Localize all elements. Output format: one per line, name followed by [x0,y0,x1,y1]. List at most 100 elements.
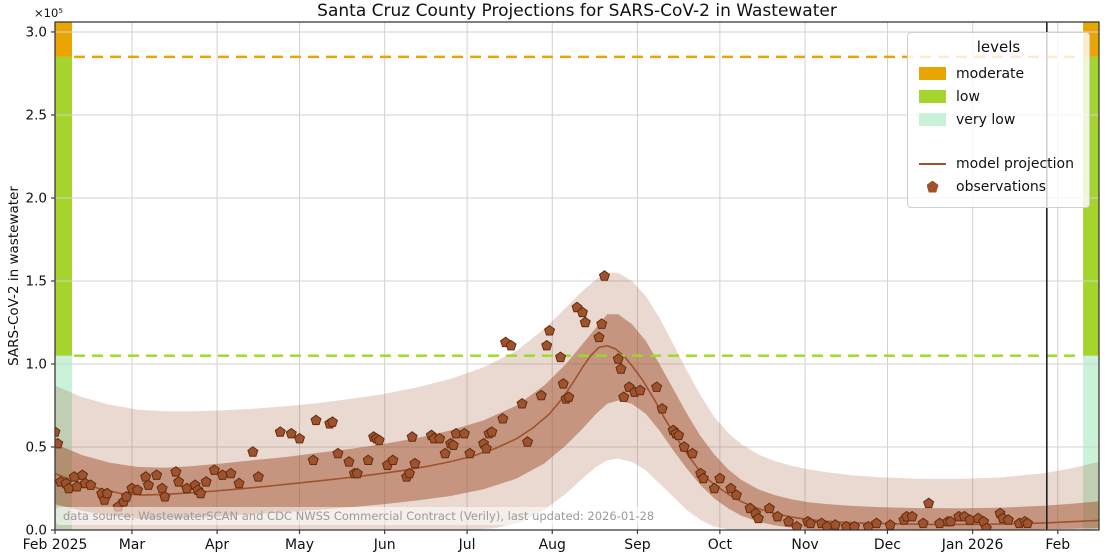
x-tick-label: May [285,537,314,553]
x-tick-label: Apr [205,537,229,553]
x-tick-label: Oct [708,537,733,553]
model-line-swatch-icon [919,162,946,165]
observation-point [730,489,742,500]
legend-item-model-projection: model projection [908,152,1089,175]
x-tick-label: Feb [1045,537,1070,553]
x-tick-label: Dec [874,537,901,553]
y-axis-ticks: 0.0 0.5 1.0 1.5 2.0 2.5 3.0 [26,24,55,539]
observation-point [120,490,132,502]
observation-point [917,517,929,529]
threshold-lines [74,55,1082,357]
observation-point [480,442,492,454]
observation-point [557,378,569,389]
observation-point [409,457,421,469]
legend-item-moderate: moderate [908,62,1089,85]
model-projection-line [55,344,1099,526]
observation-point [332,447,344,459]
observation-point [576,306,588,318]
axes-frame [54,21,1100,531]
observation-point [464,447,476,459]
observation-point [101,487,113,499]
observation-point [200,476,212,487]
observation-point [486,426,498,437]
observation-point [522,436,534,447]
observation-point [725,482,737,494]
observation-point [772,510,784,522]
observation-point [612,353,624,364]
legend: levels moderate low very low model proje… [907,32,1090,208]
observation-point [142,479,154,490]
observation-point [906,510,918,522]
observation-point [447,439,459,450]
observation-point [362,454,374,465]
observation-point [805,517,817,529]
observation-point [593,331,605,343]
observation-point [829,519,841,530]
observation-point [497,412,509,424]
observation-point [563,391,575,402]
x-tick-label: Feb 2025 [23,537,88,553]
uncertainty-bands [55,272,1099,530]
legend-item-very-low: very low [908,108,1089,131]
observation-point [598,270,610,281]
observation-point [247,446,259,457]
legend-title: levels [976,38,1021,56]
figure-title: Santa Cruz County Projections for SARS-C… [317,1,837,21]
observation-point [615,363,627,374]
observation-point [439,447,451,459]
observation-point [1002,514,1014,525]
observation-point [326,416,338,427]
observation-point [535,389,547,401]
observation-marker-swatch-icon [919,180,946,193]
observation-point [434,432,446,444]
observation-point [555,351,567,363]
inner-uncertainty-band [55,314,1099,530]
moderate-level-swatch-icon [919,67,946,80]
observation-point [140,471,152,482]
observation-point [131,484,143,495]
legend-item-very-low-label: very low [956,111,1016,128]
observation-point [870,517,882,529]
observation-point [651,381,663,392]
observation-point [678,441,690,452]
observation-point [516,397,528,409]
observation-point [294,432,306,444]
plot-frame [54,21,1100,531]
observation-point [170,466,182,477]
observation-point [274,426,286,437]
y-axis-offset-label: ×10⁵ [34,6,63,20]
observation-point [1022,517,1034,529]
observation-point [697,472,709,484]
x-tick-label: Aug [539,537,566,553]
level-band-very_low [1083,355,1099,530]
observation-point [791,520,803,530]
y-tick-label: 0.0 [26,523,47,539]
observation-point [173,476,185,487]
observation-point [708,482,720,494]
observation-point [387,454,399,465]
legend-item-low: low [908,85,1089,108]
observation-point [285,427,297,439]
observation-point [55,426,61,437]
observation-point [343,456,355,467]
x-axis-ticks: Feb 2025 Mar Apr May Jun Jul Aug Sep Oct Nov Dec Ja… [23,530,1070,553]
observation-point [351,467,363,479]
data-source-annotation: data source: WastewaterSCAN and CDC NWSS… [56,507,662,525]
observation-point [195,487,207,499]
observation-point [945,515,957,527]
y-tick-label: 0.5 [26,439,47,455]
observation-point [714,472,726,484]
legend-item-observations: observations [908,175,1089,198]
observation-point [373,434,385,446]
y-tick-label: 3.0 [26,24,47,40]
x-tick-label: Nov [791,537,818,553]
y-axis-label: SARS-CoV-2 in wastewater [6,186,22,366]
observation-point [634,384,646,396]
level-band-moderate [55,22,72,57]
observation-point [151,469,163,480]
observation-point [252,471,264,482]
y-tick-label: 2.0 [26,190,47,206]
observation-point [783,515,795,527]
observation-point [980,522,992,530]
